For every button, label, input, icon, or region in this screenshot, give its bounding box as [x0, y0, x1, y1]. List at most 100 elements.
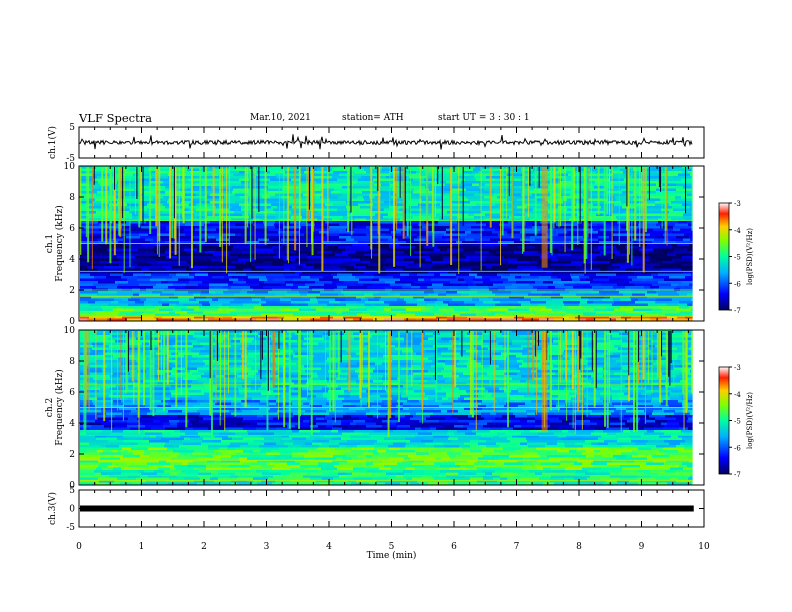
ch2-spectrogram-cell: [652, 390, 660, 393]
ch2-spectrogram-cell: [454, 332, 461, 336]
ch1-spectrogram-cell: [227, 236, 241, 239]
ch2-spectrogram-cell: [255, 355, 275, 358]
ch1-spectrogram-cell: [281, 308, 299, 312]
ch1-spectrogram-cell: [188, 291, 201, 294]
ch1-spectrogram-cell: [189, 273, 195, 277]
ch1-spectrogram-cell: [185, 223, 204, 227]
ch2-spectrogram-cell: [553, 337, 560, 341]
ch2-spectrogram-cell: [172, 342, 192, 346]
ch1-spectrogram-cell: [222, 303, 231, 307]
ch2-spectrogram-cell: [91, 375, 110, 378]
ch2-spectrogram-cell: [525, 402, 546, 406]
ch1-spectrogram-cell: [87, 318, 107, 322]
ch1-spectrogram-cell: [524, 296, 540, 299]
ch1-spectrogram-cell: [444, 186, 465, 189]
ch2-spectrogram-cell: [596, 355, 604, 358]
ch1-spectrogram-cell: [308, 253, 315, 257]
ch1-spectrogram-cell: [468, 213, 474, 217]
ch2-spectrogram-cell: [107, 365, 125, 368]
ch2-spectrogram-cell: [612, 397, 619, 401]
ch2-spectrogram-cell: [322, 387, 341, 391]
ch1-spectrogram-cell: [296, 251, 317, 254]
ch1-spectrogram-cell: [202, 316, 214, 319]
ch1-spectrogram-cell: [224, 196, 240, 199]
ch1-spectrogram-cell: [310, 298, 317, 302]
ch1-spectrogram-cell: [681, 268, 693, 272]
ch2-spectrogram-cell: [633, 407, 651, 411]
ch1-spectrogram-cell: [381, 183, 390, 187]
ch1-spectrogram-cell: [417, 303, 427, 307]
ch1-spectrogram-cell: [578, 291, 590, 294]
ch2-spectrogram-cell: [459, 375, 478, 378]
ch1-spectrogram-cell: [320, 173, 339, 177]
ch2-spectrogram-cell: [683, 337, 693, 341]
ch2-spectrogram-cell: [655, 417, 676, 421]
ch1-spectrogram-cell: [593, 258, 600, 262]
ch1-spectrogram-cell: [465, 178, 476, 182]
ch1-spectrogram-cell: [353, 228, 369, 232]
ch1-spectrogram-cell: [561, 268, 581, 272]
ch1-spectrogram-cell: [91, 246, 101, 249]
ch1-spectrogram-cell: [560, 293, 576, 297]
ch1-spectrogram-cell: [339, 173, 354, 177]
ch1-spectrogram-cell: [154, 201, 167, 204]
ch1-spectrogram-cell: [127, 278, 137, 282]
ch2-spectrogram-cell: [646, 372, 662, 376]
ch2-spectrogram-cell: [80, 367, 86, 371]
ch1-spectrogram-cell: [555, 188, 573, 192]
ch2-spectrogram-cell: [434, 337, 441, 341]
ch2-spectrogram-cell: [419, 405, 439, 408]
ch1-spectrogram-cell: [307, 256, 321, 259]
ch1-spectrogram-cell: [234, 211, 244, 214]
ch1-spectrogram-cell: [612, 213, 631, 217]
ch1-spectrogram-cell: [508, 233, 526, 237]
ch1-spectrogram-cell: [465, 238, 474, 242]
ch2-spectrogram-cell: [226, 395, 243, 398]
ch2-spectrogram-cell: [304, 417, 316, 421]
ch1-spectrogram-cell: [370, 208, 384, 212]
ch1-spectrogram-cell: [491, 311, 505, 314]
ch2-spectrogram-cell: [157, 372, 164, 376]
ch2-spectrogram-cell: [243, 395, 256, 398]
ch1-spectrogram-colorbar-tick-label: -7: [734, 307, 741, 315]
ch1-spectrogram-cell: [655, 201, 671, 204]
ch1-spectrogram-cell: [523, 253, 543, 257]
ch1-spectrogram-cell: [310, 243, 326, 247]
ch1-spectrogram-cell: [611, 281, 629, 284]
ch1-spectrogram-cell: [211, 186, 232, 189]
ch1-spectrogram-cell: [552, 271, 571, 274]
ch1-spectrogram-cell: [214, 168, 223, 172]
ch2-spectrogram-cell: [606, 337, 627, 341]
ch1-spectrogram-cell: [632, 291, 638, 294]
ch2-spectrogram-cell: [179, 420, 189, 423]
ch1-spectrogram-cell: [457, 291, 477, 294]
ch1-spectrogram-cell: [527, 206, 537, 209]
ch1-spectrogram-cell: [286, 208, 307, 212]
ch1-spectrogram-cell: [125, 171, 137, 174]
ch1-spectrogram-cell: [649, 178, 656, 182]
ch1-spectrogram-cell: [175, 311, 187, 314]
ch1-spectrogram-cell: [97, 268, 109, 272]
ch2-spectrogram-cell: [436, 385, 454, 388]
ch1-spectrogram-cell: [584, 293, 600, 297]
ch1-spectrogram-cell: [600, 258, 610, 262]
ch2-spectrogram-cell: [155, 360, 169, 363]
ch2-spectrogram-cell: [686, 372, 693, 376]
ch2-spectrogram-cell: [620, 375, 630, 378]
ch1-spectrogram-cell: [314, 173, 320, 177]
ch2-spectrogram-cell: [329, 350, 346, 353]
ch2-spectrogram-cell: [576, 420, 590, 423]
ch1-spectrogram-cell: [241, 236, 255, 239]
ch1-spectrogram-cell: [475, 166, 492, 169]
ch1-spectrogram-cell: [530, 236, 537, 239]
ch2-spectrogram-cell: [90, 372, 96, 376]
ch2-spectrogram-cell: [177, 422, 192, 426]
ch2-spectrogram-cell: [430, 415, 451, 418]
ch1-spectrogram-cell: [572, 221, 582, 224]
ch1-spectrogram-cell: [80, 223, 99, 227]
ch2-spectrogram-cell: [441, 370, 458, 373]
ch1-spectrogram-cell: [431, 206, 451, 209]
ch1-spectrogram-cell: [474, 238, 490, 242]
ch2-spectrogram-cell: [371, 375, 383, 378]
ch1-spectrogram-cell: [385, 281, 395, 284]
